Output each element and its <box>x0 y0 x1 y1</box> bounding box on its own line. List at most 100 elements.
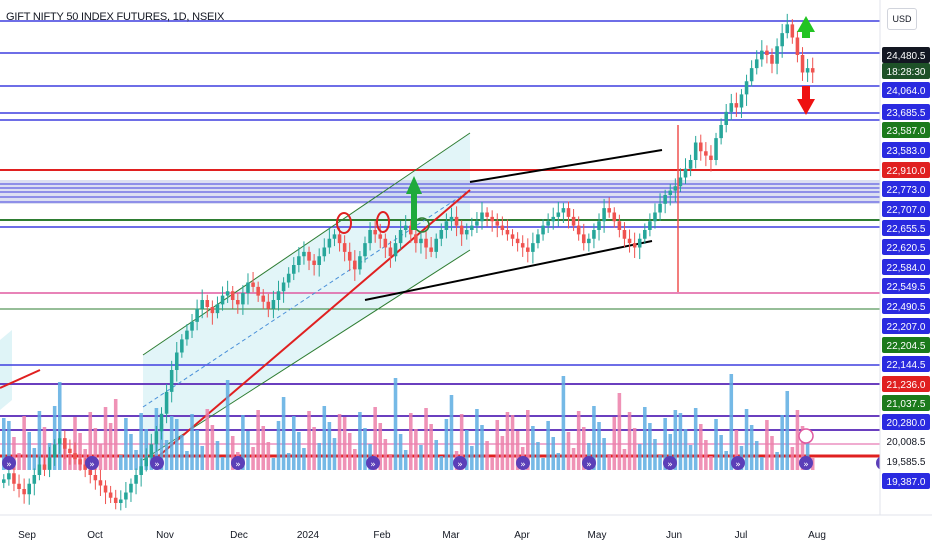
volume-bar <box>714 419 718 470</box>
candle-body <box>342 243 347 252</box>
volume-bar <box>805 442 810 470</box>
volume-bar <box>592 406 596 470</box>
time-axis-label: Apr <box>514 530 530 541</box>
candle-body <box>485 212 489 217</box>
candle-body <box>688 160 693 169</box>
volume-bar <box>566 432 571 470</box>
price-scale-label: 22,144.5 <box>887 360 926 371</box>
event-marker-icon <box>731 456 745 470</box>
volume-bar <box>266 442 271 470</box>
price-label-bg <box>882 47 930 63</box>
volume-bar <box>724 451 728 470</box>
channel-lower-line <box>142 249 471 461</box>
candle-body <box>363 243 367 257</box>
volume-bar <box>327 422 332 470</box>
candle-body <box>185 330 189 340</box>
price-scale-label: 21,236.0 <box>887 380 926 391</box>
volume-bar <box>526 410 530 470</box>
candle-body <box>658 203 662 213</box>
volume-bar <box>230 436 235 470</box>
volume-bar <box>434 440 438 470</box>
candle-body <box>251 282 255 287</box>
volume-bar <box>169 416 174 470</box>
candle-body <box>368 230 372 244</box>
candle-body <box>230 291 235 300</box>
price-scale-label: 22,620.5 <box>887 243 926 254</box>
candle-body <box>739 94 744 108</box>
candle-body <box>429 247 433 252</box>
price-label-bg <box>882 298 930 314</box>
volume-bar <box>627 412 632 470</box>
event-marker-icon: » <box>520 460 526 470</box>
candle-body <box>775 46 779 64</box>
volume-bar <box>2 418 6 470</box>
price-label-bg <box>882 104 930 120</box>
candle-body <box>7 473 11 480</box>
time-axis-label: May <box>588 530 607 541</box>
candle-body <box>261 295 266 302</box>
candle-body <box>515 238 520 244</box>
highlight-circle <box>336 212 352 234</box>
candle-body <box>276 291 281 300</box>
event-marker-icon: » <box>154 460 160 470</box>
event-marker-icon: » <box>235 460 241 470</box>
candle-body <box>215 304 220 314</box>
event-marker-icon <box>582 456 596 470</box>
candle-body <box>693 142 698 160</box>
volume-bar <box>632 428 637 470</box>
volume-bar <box>464 430 469 470</box>
volume-bar <box>709 456 713 470</box>
volume-bar <box>780 415 784 470</box>
volume-bar <box>200 446 204 470</box>
volume-bar <box>500 436 505 470</box>
candle-body <box>17 483 21 489</box>
volume-bar <box>32 448 37 470</box>
candle-body <box>347 251 352 261</box>
candle-body <box>266 301 271 309</box>
candle-body <box>546 221 550 226</box>
candle-body <box>683 168 688 178</box>
candle-body <box>169 370 174 392</box>
candle-body <box>607 208 611 213</box>
candle-body <box>57 438 62 445</box>
candle-body <box>307 251 311 261</box>
volume-bar <box>215 441 220 470</box>
candle-body <box>510 234 515 239</box>
price-scale-label: 22,707.0 <box>887 205 926 216</box>
volume-bar <box>663 418 667 470</box>
price-scale-label: 18:28:30 <box>887 67 926 78</box>
price-label-bg <box>882 259 930 275</box>
event-marker-icon: » <box>370 460 376 470</box>
candle-body <box>103 485 108 493</box>
volume-bar <box>602 438 606 470</box>
candle-body <box>490 216 494 222</box>
candle-body <box>627 238 632 244</box>
candle-body <box>241 293 245 305</box>
currency-button[interactable]: USD <box>887 8 917 30</box>
volume-bar <box>7 421 11 470</box>
wedge-upper-line <box>469 149 663 183</box>
volume-bar <box>42 427 47 470</box>
candle-body <box>470 225 474 230</box>
volume-bar <box>317 443 321 470</box>
price-scale-label: 22,490.5 <box>887 302 926 313</box>
volume-bar <box>57 382 62 470</box>
volume-bar <box>261 426 266 470</box>
candle-body <box>108 492 113 498</box>
volume-bar <box>658 455 662 470</box>
candle-body <box>256 286 260 296</box>
candle-body <box>704 151 708 156</box>
candle-body <box>475 221 479 226</box>
candle-body <box>195 308 199 322</box>
volume-bar <box>546 421 550 470</box>
volume-bar <box>424 408 428 470</box>
volume-bar <box>159 424 164 470</box>
volume-bar <box>444 419 449 470</box>
dividend-marker-icon <box>798 428 814 444</box>
candle-body <box>424 238 428 248</box>
chart-title: GIFT NIFTY 50 INDEX FUTURES, 1D, NSEIX <box>6 11 225 23</box>
candle-body <box>98 480 103 486</box>
event-marker-icon <box>2 456 16 470</box>
candle-body <box>302 251 306 257</box>
